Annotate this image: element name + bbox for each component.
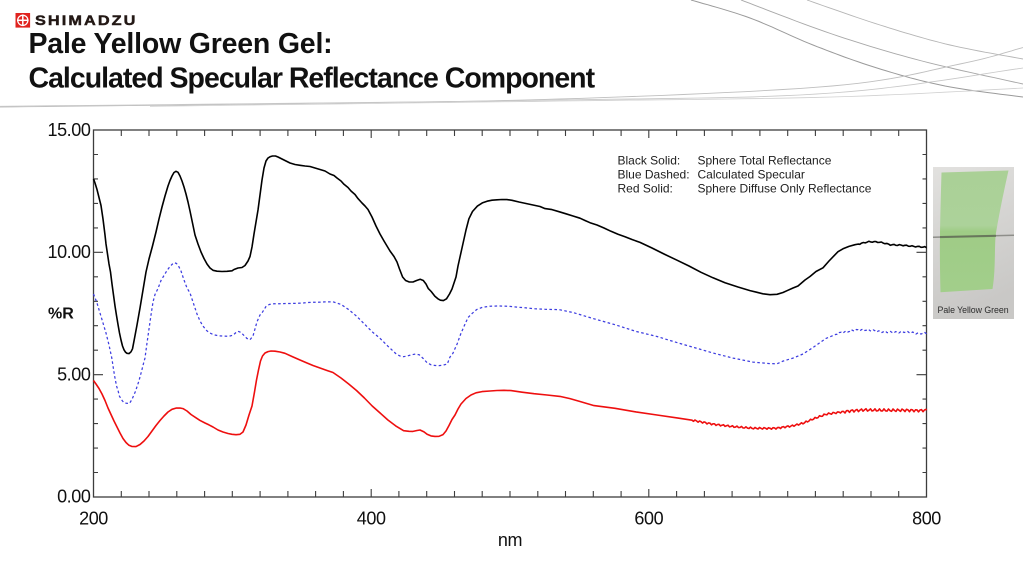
- svg-text:Sphere Diffuse Only Reflectanc: Sphere Diffuse Only Reflectance: [698, 182, 872, 196]
- svg-text:0.00: 0.00: [57, 487, 91, 507]
- svg-text:200: 200: [79, 509, 108, 529]
- svg-text:400: 400: [357, 509, 386, 529]
- svg-text:15.00: 15.00: [47, 120, 90, 140]
- svg-text:nm: nm: [498, 530, 522, 550]
- svg-text:Pale Yellow Green: Pale Yellow Green: [938, 305, 1009, 315]
- svg-text:SHIMADZU: SHIMADZU: [35, 13, 138, 29]
- svg-text:Sphere Total Reflectance: Sphere Total Reflectance: [698, 154, 832, 168]
- svg-text:5.00: 5.00: [57, 364, 91, 384]
- svg-text:Calculated Specular Reflectanc: Calculated Specular Reflectance Componen…: [29, 63, 596, 95]
- svg-text:Pale Yellow Green Gel:: Pale Yellow Green Gel:: [29, 28, 333, 60]
- svg-text:600: 600: [634, 509, 663, 529]
- svg-text:800: 800: [912, 509, 941, 529]
- svg-text:Calculated Specular: Calculated Specular: [698, 168, 805, 182]
- svg-text:10.00: 10.00: [47, 242, 90, 262]
- svg-text:Black Solid:: Black Solid:: [618, 154, 681, 168]
- svg-text:%R: %R: [48, 306, 74, 323]
- svg-text:Blue Dashed:: Blue Dashed:: [618, 168, 690, 182]
- svg-text:Red Solid:: Red Solid:: [618, 182, 673, 196]
